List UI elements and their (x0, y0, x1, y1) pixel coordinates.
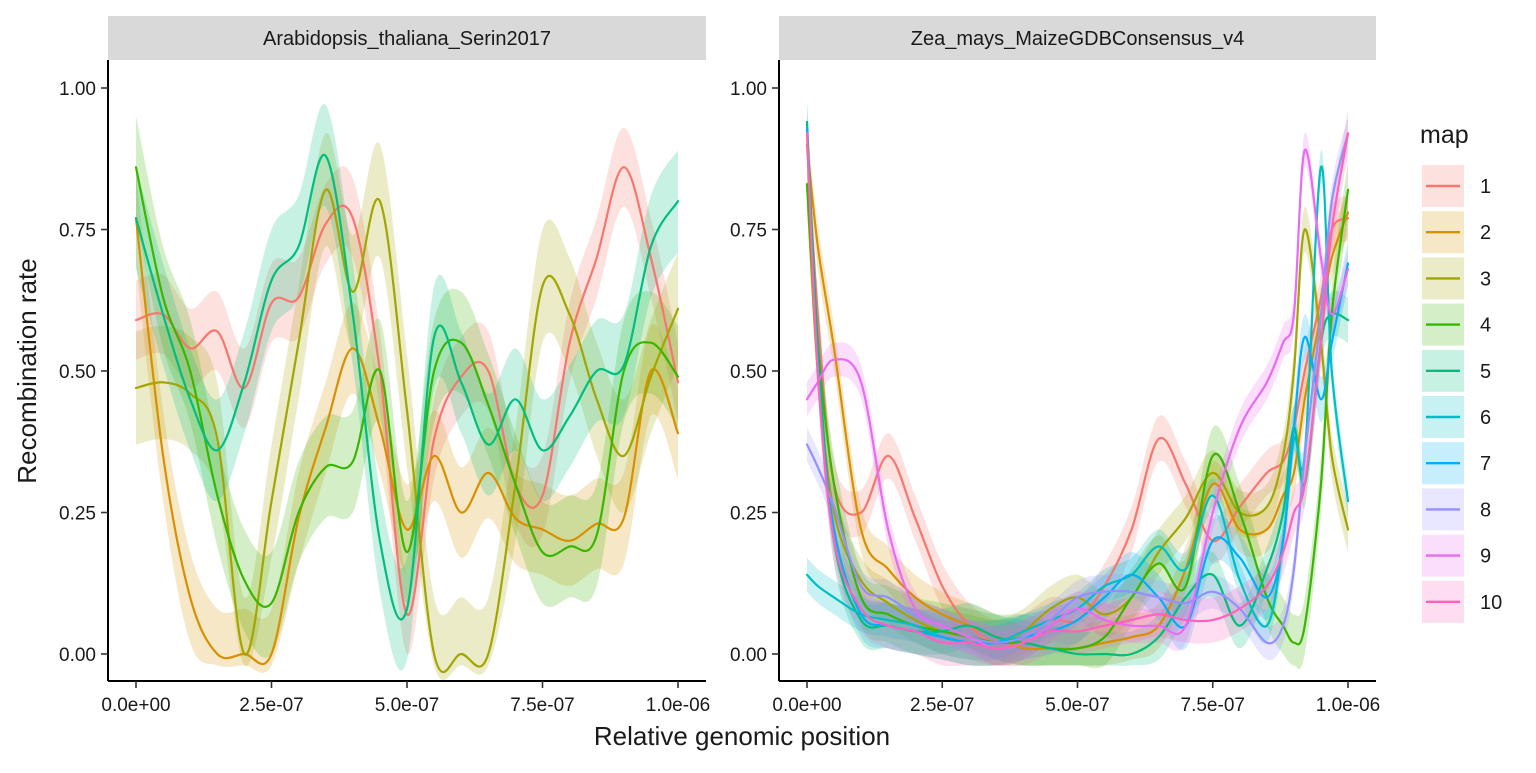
panels-layer: Arabidopsis_thaliana_Serin2017 0.00 0.25 0.… (59, 16, 1380, 716)
y-tick-label: 0.50 (730, 362, 767, 383)
legend-label: 5 (1480, 361, 1491, 383)
legend-label: 6 (1480, 407, 1491, 429)
confidence-band-map-2 (136, 172, 678, 673)
y-tick-label: 1.00 (59, 79, 96, 100)
legend-item: 9 (1422, 534, 1491, 577)
series-line-map-7 (805, 126, 1350, 645)
confidence-band-map-4 (136, 116, 678, 658)
legend-item: 10 (1422, 580, 1502, 623)
legend-item: 8 (1422, 488, 1491, 531)
x-axis-title: Relative genomic position (594, 721, 890, 751)
x-tick-label: 2.5e-07 (239, 695, 303, 716)
panel-data (805, 99, 1350, 670)
confidence-band-map-5 (136, 103, 678, 671)
legend-item: 4 (1422, 303, 1491, 346)
x-tick-label: 2.5e-07 (910, 695, 974, 716)
legend-label: 9 (1480, 546, 1491, 568)
series-line-map-4 (805, 183, 1350, 651)
legend-item: 2 (1422, 211, 1491, 254)
legend-label: 8 (1480, 499, 1491, 521)
x-tick-label: 7.5e-07 (510, 695, 574, 716)
y-tick-label: 0.75 (730, 221, 767, 242)
x-tick-label: 7.5e-07 (1181, 695, 1245, 716)
series-line-map-9 (805, 148, 1350, 650)
confidence-band-map-1 (136, 127, 678, 655)
legend-item: 6 (1422, 396, 1491, 438)
legend-item: 7 (1422, 442, 1491, 485)
y-tick-label: 0.75 (59, 221, 96, 242)
facet-strip-label: Zea_mays_MaizeGDBConsensus_v4 (911, 28, 1245, 50)
series-line-map-1 (134, 166, 680, 616)
panel-1: Arabidopsis_thaliana_Serin2017 0.00 0.25 0.… (59, 16, 710, 716)
legend-item: 1 (1422, 165, 1491, 207)
series-line-map-3 (805, 183, 1350, 644)
series-line-map-10 (805, 132, 1350, 650)
legend-item: 5 (1422, 349, 1491, 392)
legend-label: 7 (1480, 453, 1491, 475)
y-tick-label: 0.00 (730, 645, 767, 666)
x-tick-label: 0.0e+00 (772, 695, 841, 716)
x-tick-label: 0.0e+00 (101, 695, 170, 716)
facet-strip (779, 16, 1376, 60)
series-line-map-2 (134, 217, 680, 666)
confidence-band-map-4 (807, 155, 1348, 670)
series-line-map-3 (134, 188, 680, 673)
series-line-map-4 (134, 166, 680, 608)
legend-item: 3 (1422, 257, 1491, 300)
facet-strip (108, 16, 706, 60)
legend-label: 10 (1480, 592, 1502, 614)
legend-label: 1 (1480, 176, 1491, 198)
legend-label: 2 (1480, 222, 1491, 244)
panel-data (134, 103, 680, 680)
y-tick-label: 0.25 (730, 504, 767, 525)
x-tick-label: 5.0e-07 (1045, 695, 1109, 716)
confidence-band-map-1 (807, 121, 1348, 666)
legend-label: 3 (1480, 268, 1491, 290)
facet-strip-label: Arabidopsis_thaliana_Serin2017 (263, 28, 551, 50)
y-tick-label: 0.50 (59, 362, 96, 383)
panel-2: Zea_mays_MaizeGDBConsensus_v4 0.00 0.25 0.5… (730, 16, 1380, 716)
confidence-band-map-7 (807, 104, 1348, 667)
series-line-map-6 (805, 165, 1350, 645)
legend-label: 4 (1480, 315, 1491, 337)
legend-title: map (1420, 121, 1469, 149)
x-tick-label: 1.0e-06 (1316, 695, 1380, 716)
y-tick-label: 0.25 (59, 504, 96, 525)
x-tick-label: 5.0e-07 (375, 695, 439, 716)
y-tick-label: 0.00 (59, 645, 96, 666)
x-tick-label: 1.0e-06 (646, 695, 710, 716)
y-tick-label: 1.00 (730, 79, 767, 100)
series-line-map-2 (805, 143, 1350, 651)
legend: map 1 2 3 4 5 6 7 8 9 10 (1420, 121, 1502, 623)
series-line-map-8 (805, 132, 1350, 645)
series-line-map-5 (134, 153, 680, 621)
y-axis-title: Recombination rate (12, 258, 42, 483)
